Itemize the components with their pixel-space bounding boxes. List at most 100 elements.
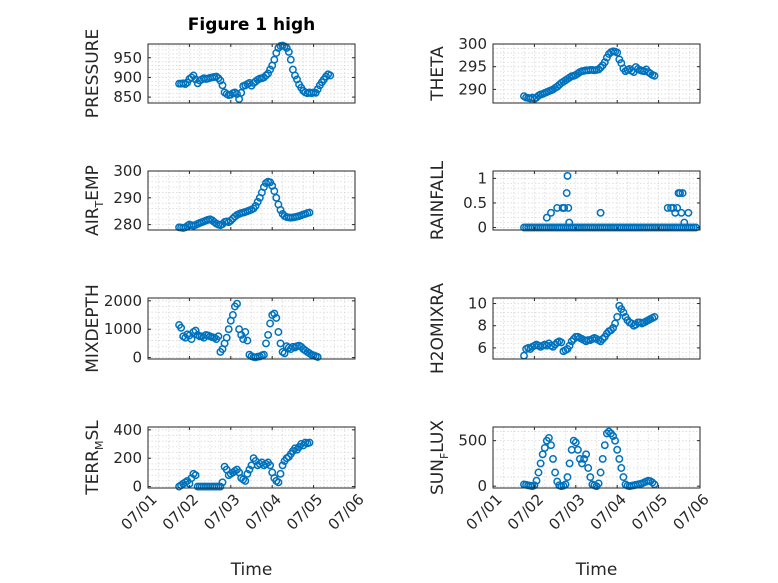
data-point	[284, 47, 293, 56]
data-point	[619, 473, 628, 482]
data-point	[262, 71, 270, 80]
series-air-temp	[175, 177, 314, 232]
data-point	[573, 445, 582, 454]
axes-box	[147, 170, 356, 231]
grid-lines	[492, 427, 701, 488]
data-point	[650, 71, 659, 80]
y-tick-label: 900	[113, 68, 142, 86]
data-point	[584, 464, 593, 472]
data-point	[264, 69, 273, 78]
data-point	[226, 216, 235, 225]
x-tick-label: 07/05	[283, 490, 326, 533]
data-point	[613, 312, 622, 321]
data-point	[673, 203, 682, 212]
y-axis-label: PRESSURE	[83, 29, 103, 118]
y-tick-label: 6	[477, 339, 487, 357]
y-tick-label: 0	[132, 478, 142, 496]
data-point	[259, 73, 268, 82]
data-point	[243, 469, 252, 478]
data-point	[600, 58, 609, 67]
y-tick-label: 300	[458, 35, 487, 53]
data-point	[596, 468, 605, 477]
data-point	[534, 468, 543, 477]
y-tick-label: 0	[132, 349, 142, 367]
y-tick-label: 500	[458, 432, 487, 450]
data-point	[557, 338, 566, 347]
axes-box	[147, 297, 356, 360]
y-tick-label: 295	[458, 58, 487, 76]
data-point	[305, 438, 314, 447]
y-tick-label: 280	[113, 216, 142, 234]
series-terr-msl	[175, 438, 314, 491]
data-point	[177, 323, 186, 332]
data-point	[218, 81, 227, 90]
series-theta	[520, 47, 659, 103]
y-tick-label: 400	[113, 421, 142, 439]
y-tick-label: 0	[477, 477, 487, 495]
data-point	[619, 308, 628, 317]
x-tick-label: 07/05	[628, 490, 671, 533]
subplot-rainfall: 0 0.5 1 RAINFALL	[428, 160, 701, 240]
data-point	[663, 203, 672, 212]
data-point	[214, 332, 223, 341]
data-point	[266, 65, 275, 74]
data-point	[540, 443, 549, 452]
x-tick-label: 07/02	[159, 490, 202, 533]
data-point	[276, 205, 285, 214]
series-mixdepth	[175, 299, 322, 362]
y-tick-label: 8	[477, 317, 487, 335]
axes-box	[147, 426, 356, 489]
y-tick-label: 1	[477, 169, 487, 187]
data-point	[551, 468, 560, 477]
data-point	[613, 445, 622, 454]
data-point	[542, 213, 551, 222]
plot-area	[493, 298, 700, 359]
y-axis-label: AIRTEMP	[83, 165, 106, 236]
data-point	[259, 350, 268, 359]
subplot-air-temp: 280 290 300 AIRTEMP	[83, 162, 356, 236]
data-point	[565, 341, 574, 350]
data-point	[264, 330, 273, 339]
data-point	[224, 325, 233, 334]
data-point	[233, 299, 241, 308]
data-point	[270, 55, 279, 64]
data-point	[569, 436, 578, 445]
data-point	[228, 311, 237, 319]
y-axis-label: RAINFALL	[428, 160, 448, 240]
data-point	[594, 65, 603, 74]
data-point	[676, 189, 685, 198]
data-point	[678, 189, 687, 198]
data-point	[253, 197, 262, 206]
y-axis-label: THETA	[428, 46, 448, 102]
x-tick-label: 07/06	[669, 490, 712, 533]
axes-box	[492, 43, 701, 104]
data-point	[578, 459, 586, 468]
y-tick-label: 300	[113, 162, 142, 180]
x-tick-label: 07/04	[587, 490, 630, 533]
series-h2omixra	[520, 301, 659, 360]
plot-area	[148, 298, 355, 359]
data-point	[251, 201, 260, 210]
subplot-sun-flux: 0 500 SUNFLUX 07/0107/0207/0307/0407/0507/0…	[428, 420, 713, 580]
data-point	[262, 339, 270, 348]
data-point	[222, 333, 231, 342]
data-point	[241, 328, 250, 336]
data-point	[326, 71, 335, 80]
y-axis-label: MIXDEPTH	[83, 284, 103, 373]
x-tick-label: 07/01	[117, 490, 160, 533]
y-tick-label: 2000	[104, 292, 142, 310]
y-axis-label: H2OMIXRA	[428, 283, 448, 374]
subplot-h2omixra: 6 8 10 H2OMIXRA	[428, 283, 701, 374]
axes-box	[492, 170, 701, 231]
data-point	[547, 208, 555, 217]
data-point	[580, 454, 589, 463]
grid-lines	[147, 427, 356, 488]
y-tick-label: 0	[477, 219, 487, 237]
data-point	[187, 73, 196, 82]
data-point	[615, 454, 624, 463]
data-point	[680, 218, 689, 227]
data-point	[282, 43, 291, 52]
